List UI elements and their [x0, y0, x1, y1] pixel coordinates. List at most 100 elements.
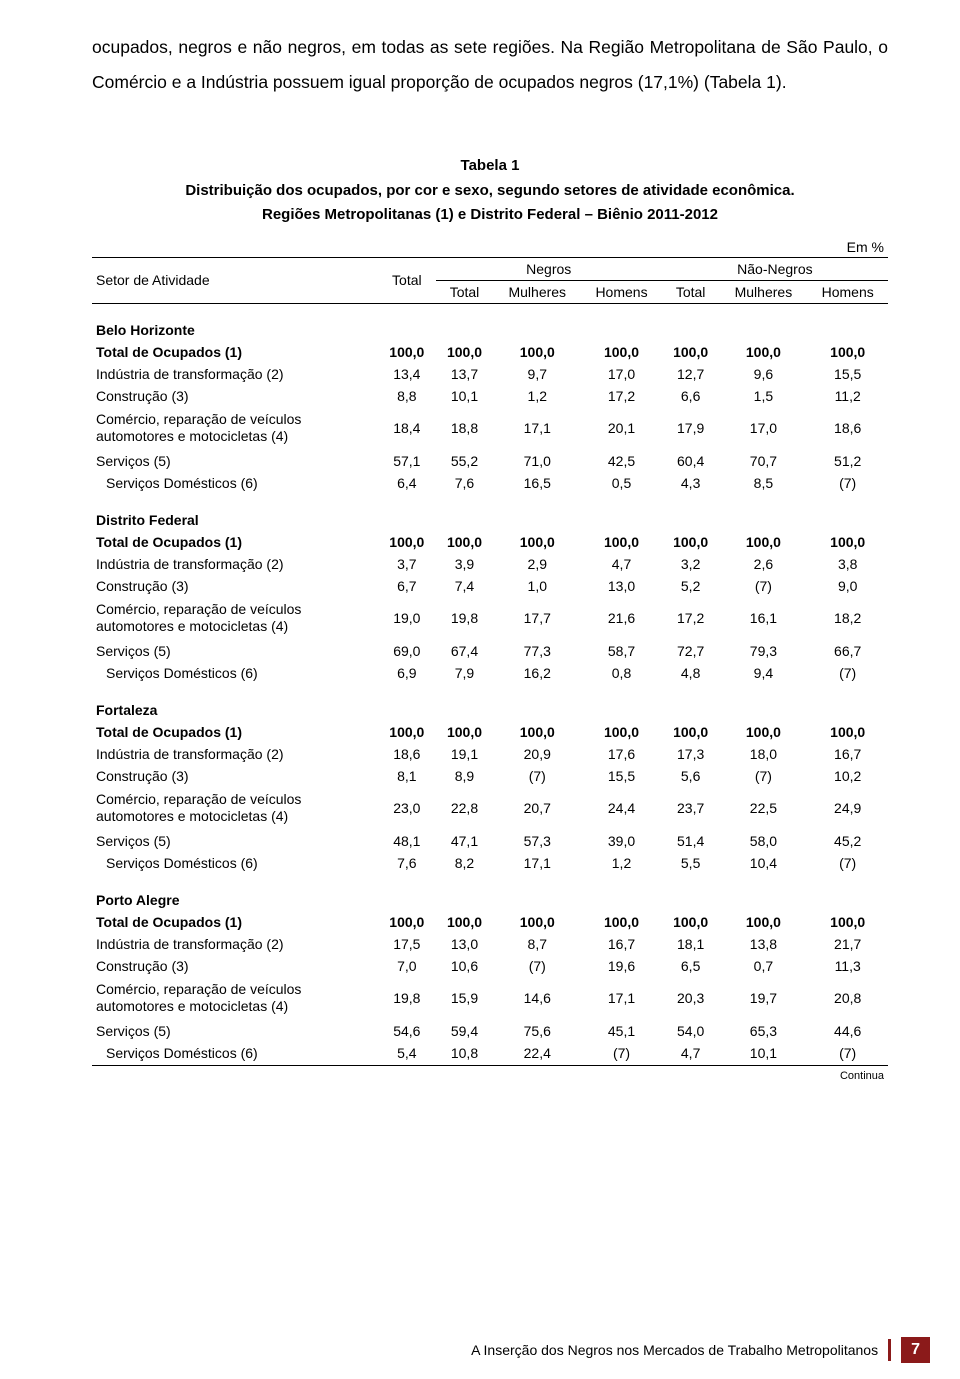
cell: 12,7	[662, 363, 720, 385]
cell: 5,6	[662, 765, 720, 787]
col-total: Total	[378, 257, 436, 303]
table-row: Serviços (5)54,659,475,645,154,065,344,6	[92, 1020, 888, 1042]
region-header: Porto Alegre	[92, 874, 888, 911]
cell: (7)	[807, 472, 888, 494]
cell: 48,1	[378, 830, 436, 852]
row-label: Construção (3)	[92, 765, 378, 787]
region-header: Distrito Federal	[92, 494, 888, 531]
cell: 6,6	[662, 385, 720, 407]
cell: 66,7	[807, 640, 888, 662]
cell: 22,5	[719, 787, 807, 830]
row-label: Indústria de transformação (2)	[92, 553, 378, 575]
region-name: Distrito Federal	[92, 494, 888, 531]
row-label: Serviços Domésticos (6)	[92, 852, 378, 874]
cell: 67,4	[436, 640, 494, 662]
table-row: Indústria de transformação (2)3,73,92,94…	[92, 553, 888, 575]
table-row: Comércio, reparação de veículosautomotor…	[92, 787, 888, 830]
cell: 0,7	[719, 955, 807, 977]
cell: 100,0	[662, 341, 720, 363]
cell: 18,1	[662, 933, 720, 955]
cell: 6,7	[378, 575, 436, 597]
cell: 10,2	[807, 765, 888, 787]
cell: 100,0	[436, 531, 494, 553]
cell: 8,9	[436, 765, 494, 787]
col-setor: Setor de Atividade	[92, 257, 378, 303]
cell: 45,2	[807, 830, 888, 852]
cell: 11,2	[807, 385, 888, 407]
region-name: Fortaleza	[92, 684, 888, 721]
cell: 1,0	[493, 575, 581, 597]
region-header: Fortaleza	[92, 684, 888, 721]
cell: 13,8	[719, 933, 807, 955]
cell: 20,1	[581, 407, 662, 450]
cell: 100,0	[493, 721, 581, 743]
cell: 7,6	[378, 852, 436, 874]
cell: 44,6	[807, 1020, 888, 1042]
cell: 79,3	[719, 640, 807, 662]
cell: 13,0	[436, 933, 494, 955]
row-label: Serviços Domésticos (6)	[92, 1042, 378, 1066]
row-label: Construção (3)	[92, 955, 378, 977]
cell: 4,8	[662, 662, 720, 684]
row-label: Comércio, reparação de veículosautomotor…	[92, 977, 378, 1020]
cell: 13,4	[378, 363, 436, 385]
table-row: Construção (3)8,810,11,217,26,61,511,2	[92, 385, 888, 407]
cell: 54,0	[662, 1020, 720, 1042]
cell: 22,4	[493, 1042, 581, 1066]
cell: 57,1	[378, 450, 436, 472]
page: ocupados, negros e não negros, em todas …	[0, 0, 960, 1379]
cell: 19,0	[378, 597, 436, 640]
cell: 47,1	[436, 830, 494, 852]
cell: 1,5	[719, 385, 807, 407]
col-negros-total: Total	[436, 280, 494, 303]
row-label: Serviços (5)	[92, 450, 378, 472]
cell: 17,1	[493, 852, 581, 874]
cell: 8,8	[378, 385, 436, 407]
cell: 0,5	[581, 472, 662, 494]
cell: 100,0	[378, 911, 436, 933]
cell: 72,7	[662, 640, 720, 662]
row-label: Serviços (5)	[92, 640, 378, 662]
col-nn-total: Total	[662, 280, 720, 303]
cell: 71,0	[493, 450, 581, 472]
cell: 10,8	[436, 1042, 494, 1066]
cell: 3,7	[378, 553, 436, 575]
cell: 0,8	[581, 662, 662, 684]
cell: 4,7	[662, 1042, 720, 1066]
unit-label: Em %	[92, 239, 888, 255]
cell: 7,6	[436, 472, 494, 494]
row-label: Construção (3)	[92, 575, 378, 597]
table-row: Serviços Domésticos (6)7,68,217,11,25,51…	[92, 852, 888, 874]
cell: (7)	[807, 852, 888, 874]
cell: 17,5	[378, 933, 436, 955]
row-label: Comércio, reparação de veículosautomotor…	[92, 597, 378, 640]
table-title: Distribuição dos ocupados, por cor e sex…	[92, 180, 888, 203]
table-subtitle: Regiões Metropolitanas (1) e Distrito Fe…	[92, 204, 888, 227]
cell: (7)	[807, 662, 888, 684]
cell: 15,9	[436, 977, 494, 1020]
cell: (7)	[719, 765, 807, 787]
cell: 1,2	[493, 385, 581, 407]
cell: 16,7	[581, 933, 662, 955]
cell: 5,4	[378, 1042, 436, 1066]
table-row: Serviços (5)69,067,477,358,772,779,366,7	[92, 640, 888, 662]
cell: 18,8	[436, 407, 494, 450]
cell: 7,9	[436, 662, 494, 684]
cell: 6,9	[378, 662, 436, 684]
table-row: Serviços Domésticos (6)6,47,616,50,54,38…	[92, 472, 888, 494]
cell: 19,8	[378, 977, 436, 1020]
intro-paragraph: ocupados, negros e não negros, em todas …	[92, 30, 888, 102]
cell: 100,0	[662, 721, 720, 743]
cell: 100,0	[807, 531, 888, 553]
cell: 9,4	[719, 662, 807, 684]
cell: 100,0	[581, 531, 662, 553]
cell: 19,7	[719, 977, 807, 1020]
cell: 16,7	[807, 743, 888, 765]
cell: 10,4	[719, 852, 807, 874]
row-label: Indústria de transformação (2)	[92, 933, 378, 955]
cell: 20,9	[493, 743, 581, 765]
page-footer: A Inserção dos Negros nos Mercados de Tr…	[92, 1337, 930, 1363]
table-row: Construção (3)8,18,9(7)15,55,6(7)10,2	[92, 765, 888, 787]
cell: 100,0	[378, 341, 436, 363]
table-row: Construção (3)7,010,6(7)19,66,50,711,3	[92, 955, 888, 977]
